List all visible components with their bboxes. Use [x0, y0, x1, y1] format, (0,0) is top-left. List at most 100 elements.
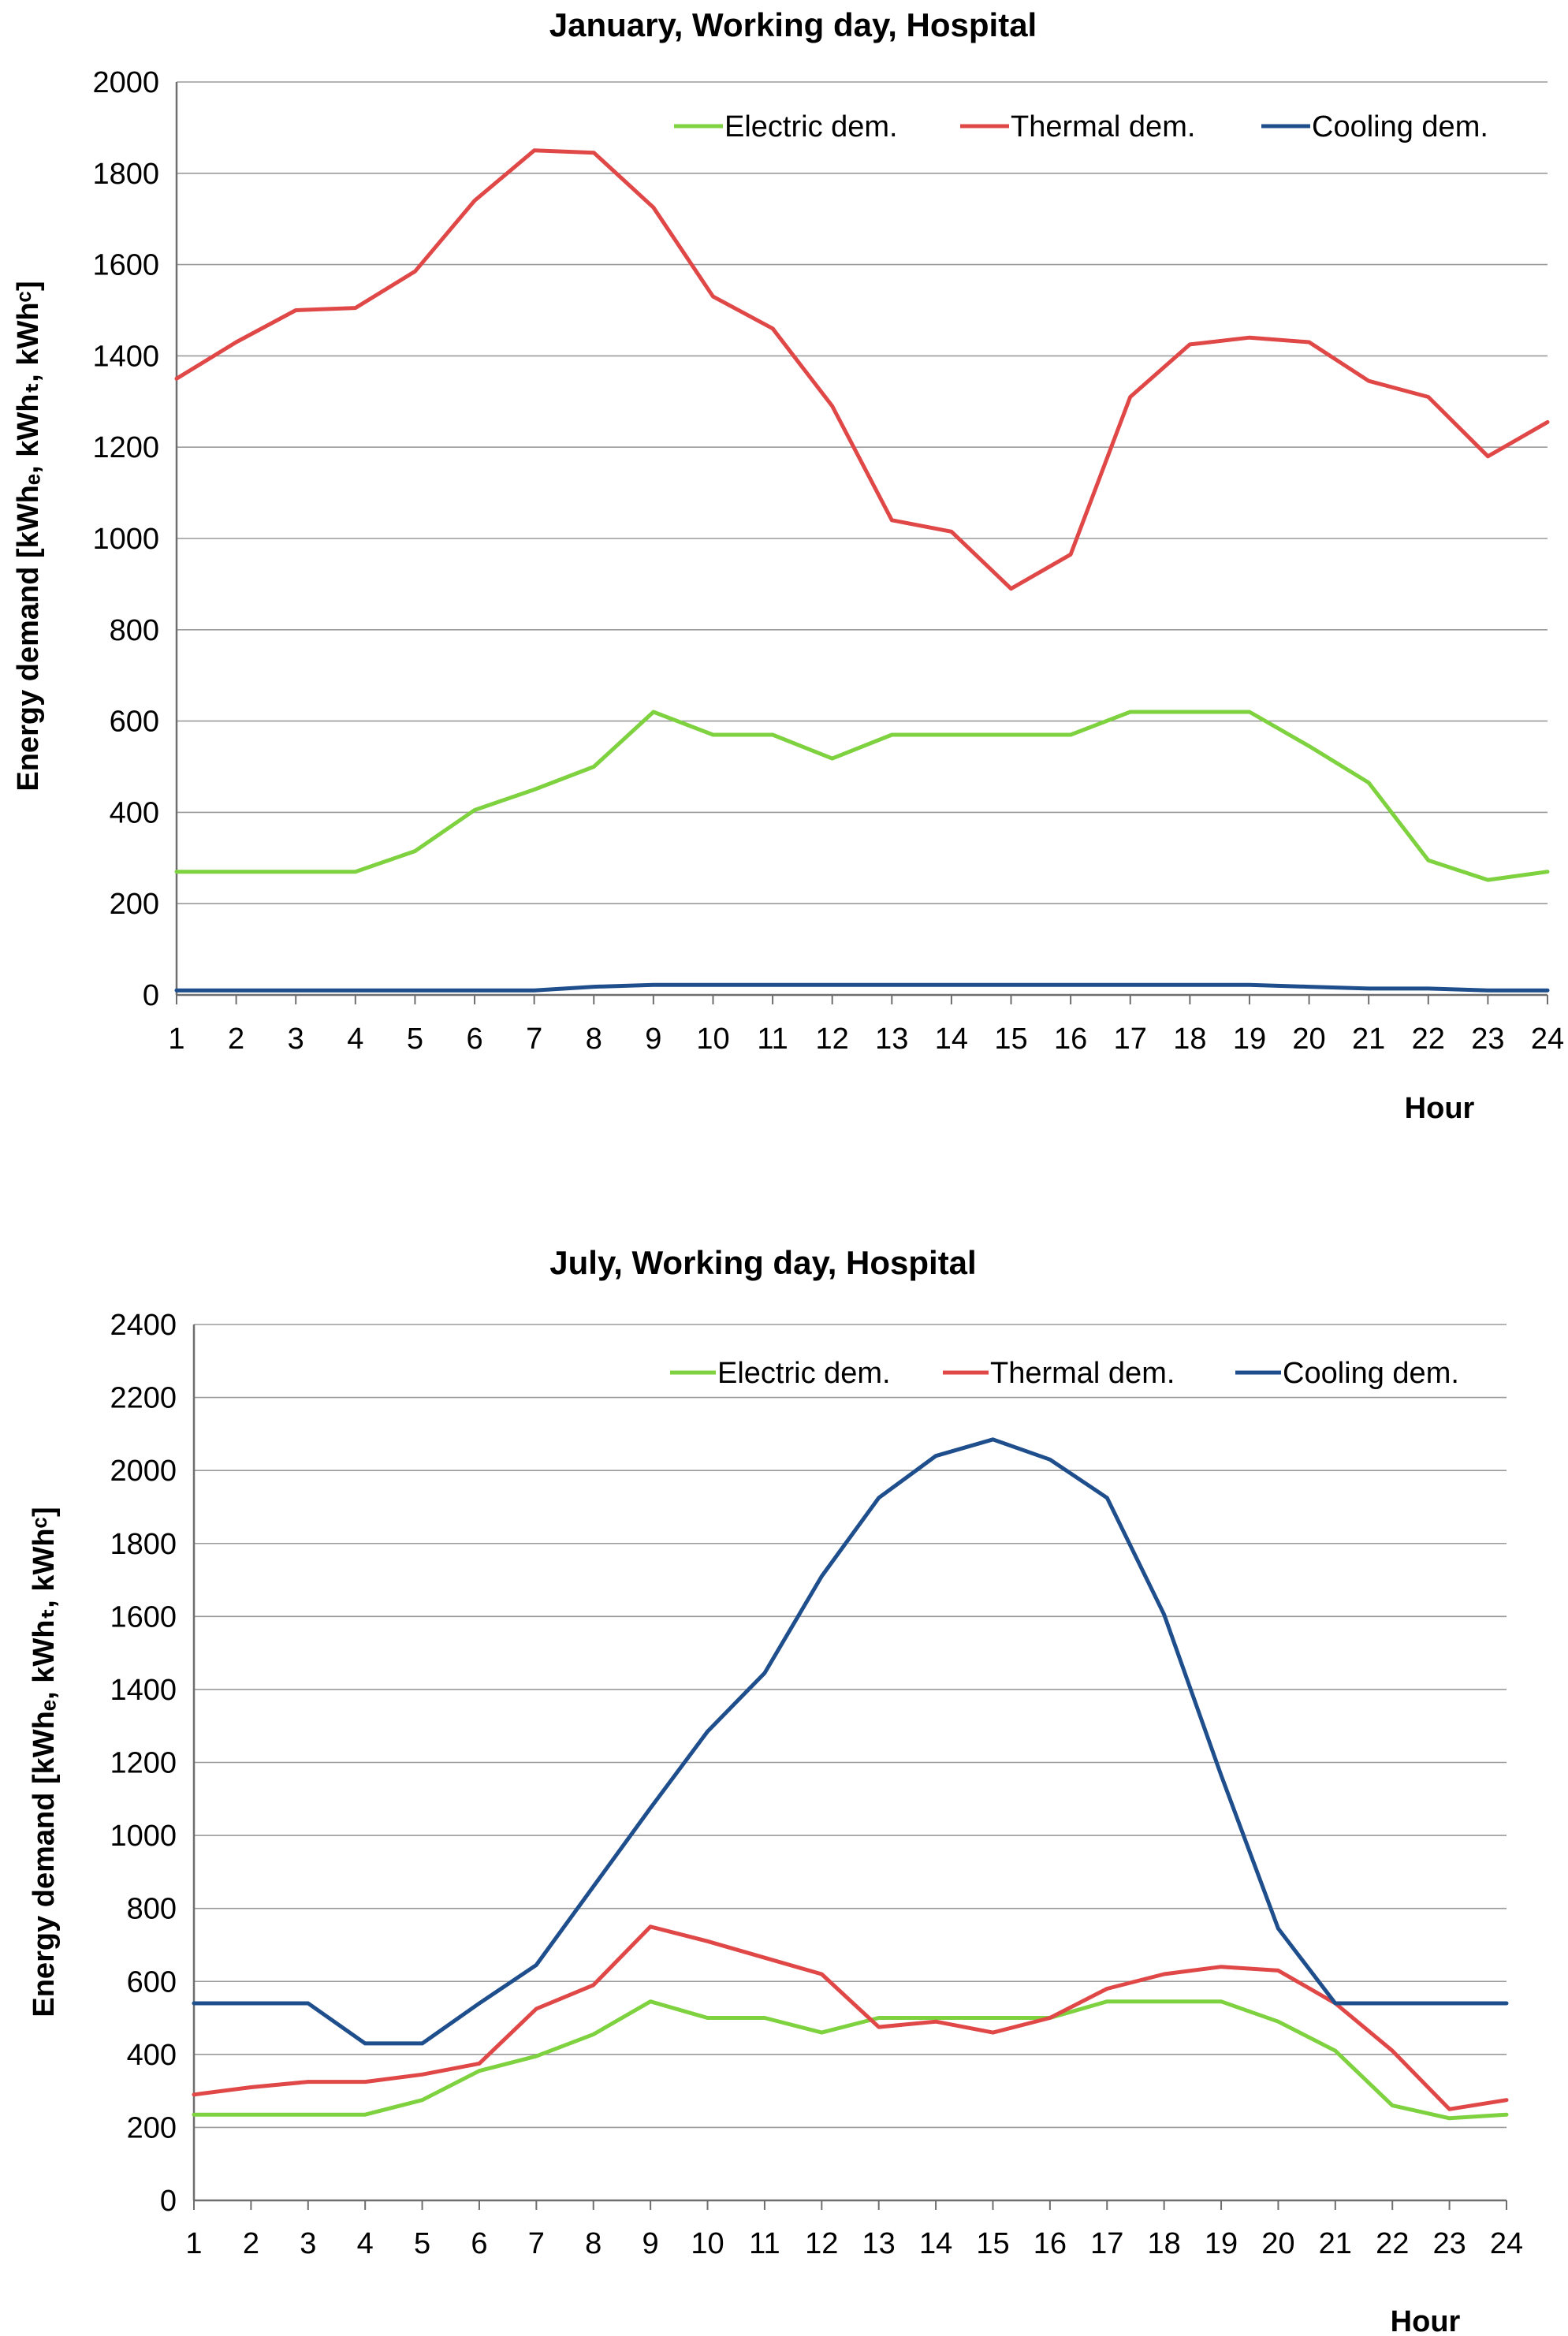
x-tick-label: 18 [1173, 1023, 1206, 1056]
series-electric-dem-point: Electric dem. h15: 500 [989, 2015, 996, 2021]
series-cooling-dem-point: Cooling dem. h21: 14 [1365, 985, 1372, 992]
series-thermal-dem-line [174, 148, 1550, 591]
y-tick-label: 800 [110, 614, 159, 647]
series-electric-dem-point: Electric dem. h21: 465 [1365, 780, 1372, 786]
y-tick-label: 0 [160, 2185, 177, 2218]
series-thermal-dem-point: Thermal dem. h11: 665 [762, 1954, 768, 1961]
series-thermal-dem-point: Thermal dem. h8: 1845 [590, 150, 597, 156]
series-cooling-dem-point: Cooling dem. h23: 540 [1447, 2000, 1453, 2006]
series-electric-dem-point: Electric dem. h11: 570 [769, 732, 776, 738]
x-tick-label: 18 [1148, 2227, 1181, 2260]
x-tick-label: 11 [749, 2227, 780, 2260]
series-cooling-dem-point: Cooling dem. h16: 22 [1067, 982, 1074, 988]
x-tick-label: 17 [1090, 2227, 1123, 2260]
series-cooling-dem-point: Cooling dem. h13: 22 [888, 982, 895, 988]
series-cooling-dem-point: Cooling dem. h17: 1925 [1104, 1495, 1110, 1501]
series-electric-dem-point: Electric dem. h20: 545 [1306, 743, 1313, 749]
series-cooling-dem-point: Cooling dem. h24: 540 [1503, 2000, 1510, 2006]
x-tick-label: 15 [976, 2227, 1009, 2260]
y-tick-label: 1600 [110, 1600, 177, 1634]
series-electric-dem-point: Electric dem. h16: 570 [1067, 732, 1074, 738]
series-thermal-dem-point: Thermal dem. h10: 1530 [710, 293, 716, 300]
series-cooling-dem-point: Cooling dem. h6: 10 [471, 987, 478, 993]
series-electric-dem-point: Electric dem. h17: 545 [1104, 1999, 1110, 2005]
series-cooling-dem-point: Cooling dem. h2: 540 [248, 2000, 254, 2006]
series-thermal-dem-point: Thermal dem. h15: 460 [989, 2029, 996, 2036]
series-thermal-dem-point: Thermal dem. h23: 250 [1447, 2106, 1453, 2112]
series-cooling-dem-point: Cooling dem. h15: 2085 [989, 1436, 996, 1443]
series-electric-dem-point: Electric dem. h18: 545 [1161, 1999, 1168, 2005]
series-electric-dem-point: Electric dem. h12: 518 [829, 755, 836, 762]
y-tick-label: 400 [127, 2039, 177, 2072]
x-tick-label: 14 [935, 1023, 968, 1056]
series-electric-dem-point: Electric dem. h20: 490 [1275, 2018, 1281, 2025]
series-electric-dem-point: Electric dem. h2: 235 [248, 2111, 254, 2118]
series-electric-dem-point: Electric dem. h1: 235 [191, 2111, 197, 2118]
legend-cooling-dem-label: Cooling dem. [1283, 1357, 1459, 1390]
series-cooling-dem-point: Cooling dem. h19: 1165 [1218, 1772, 1224, 1779]
series-electric-dem-point: Electric dem. h8: 455 [590, 2031, 597, 2037]
series-cooling-dem-point: Cooling dem. h1: 540 [191, 2000, 197, 2006]
series-cooling-dem-point: Cooling dem. h5: 430 [419, 2040, 426, 2047]
x-tick-label: 9 [645, 1023, 661, 1056]
series-electric-dem-point: Electric dem. h24: 235 [1503, 2111, 1510, 2118]
series-thermal-dem-point: Thermal dem. h24: 1255 [1544, 419, 1551, 425]
series-electric-dem-point: Electric dem. h4: 235 [362, 2111, 368, 2118]
series-cooling-dem-point: Cooling dem. h18: 1605 [1161, 1611, 1168, 1618]
series-cooling-dem-point: Cooling dem. h14: 2040 [933, 1453, 939, 1459]
series-electric-dem-point: Electric dem. h23: 225 [1447, 2115, 1453, 2122]
chart-2: July, Working day, Hospital 0 200 400 600 800… [28, 1244, 1523, 2336]
series-cooling-dem-point: Cooling dem. h19: 22 [1246, 982, 1253, 988]
x-tick-label: 15 [994, 1023, 1027, 1056]
series-thermal-dem-point: Thermal dem. h16: 500 [1047, 2015, 1053, 2021]
x-tick-label: 11 [757, 1023, 788, 1056]
series-thermal-dem-point: Thermal dem. h13: 1040 [888, 517, 895, 523]
y-tick-label: 1200 [110, 1747, 177, 1780]
series-cooling-dem-point: Cooling dem. h7: 645 [533, 1962, 539, 1968]
series-cooling-dem-point: Cooling dem. h20: 745 [1275, 1925, 1281, 1932]
series-thermal-dem-point: Thermal dem. h1: 290 [191, 2092, 197, 2098]
y-tick-label: 600 [127, 1965, 177, 1999]
x-tick-label: 19 [1205, 2227, 1238, 2260]
x-tick-label: 10 [691, 2227, 724, 2260]
series-cooling-dem-point: Cooling dem. h10: 1285 [705, 1728, 711, 1734]
series-cooling-dem-point: Cooling dem. h1: 10 [173, 987, 180, 993]
series-thermal-dem-point: Thermal dem. h16: 965 [1067, 551, 1074, 557]
x-tick-label: 7 [526, 1023, 542, 1056]
y-tick-label: 2200 [110, 1382, 177, 1415]
series-thermal-dem-point: Thermal dem. h19: 640 [1218, 1964, 1224, 1970]
legend: Electric dem. Thermal dem. Cooling dem. [670, 1357, 1459, 1390]
x-tick-label: 22 [1376, 2227, 1409, 2260]
series-thermal-dem-point: Thermal dem. h4: 1505 [352, 305, 359, 311]
series-cooling-dem-point: Cooling dem. h22: 14 [1425, 985, 1432, 992]
y-tick-label: 2000 [110, 1455, 177, 1488]
series-electric-dem-point: Electric dem. h7: 450 [531, 786, 538, 792]
series-electric-dem-point: Electric dem. h6: 355 [476, 2068, 482, 2074]
y-tick-label: 1400 [110, 1674, 177, 1707]
y-tick-label: 1200 [92, 431, 159, 464]
y-tick-label: 2400 [110, 1309, 177, 1342]
series-electric-dem-point: Electric dem. h19: 545 [1218, 1999, 1224, 2005]
series-electric-dem-line [174, 710, 1550, 882]
series-cooling-dem-point: Cooling dem. h12: 22 [829, 982, 836, 988]
x-tick-label: 12 [816, 1023, 849, 1056]
series-cooling-dem-point: Cooling dem. h8: 18 [590, 984, 597, 990]
y-tick-label: 800 [127, 1893, 177, 1926]
series-thermal-dem-point: Thermal dem. h5: 1585 [412, 268, 418, 274]
legend-cooling-dem-label: Cooling dem. [1312, 110, 1488, 143]
series-cooling-dem-point: Cooling dem. h18: 22 [1186, 982, 1193, 988]
y-tick-label: 400 [110, 796, 159, 829]
legend-electric-dem-label: Electric dem. [724, 110, 898, 143]
y-tick-label: 200 [127, 2111, 177, 2144]
x-tick-label: 3 [288, 1023, 304, 1056]
y-tick-label: 1000 [110, 1820, 177, 1853]
x-tick-label: 4 [347, 1023, 363, 1056]
series-thermal-dem-point: Thermal dem. h18: 620 [1161, 1971, 1168, 1977]
series-electric-dem-point: Electric dem. h10: 570 [710, 732, 716, 738]
series-cooling-dem-point: Cooling dem. h4: 10 [352, 987, 359, 993]
series-electric-dem-point: Electric dem. h2: 270 [233, 869, 240, 875]
series-cooling-dem-point: Cooling dem. h10: 22 [710, 982, 716, 988]
series-electric-dem-point: Electric dem. h9: 620 [650, 709, 657, 715]
x-tick-label: 10 [696, 1023, 729, 1056]
